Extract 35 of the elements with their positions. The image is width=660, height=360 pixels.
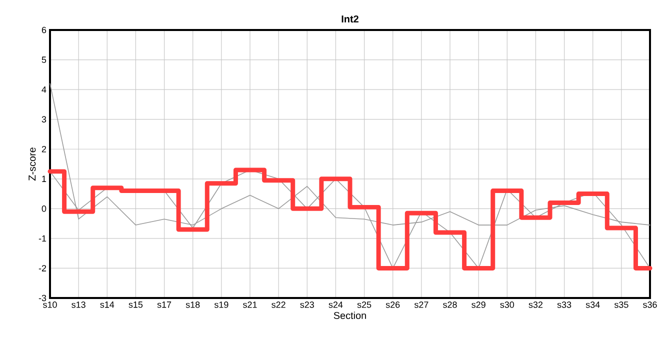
- x-tick-label: s30: [500, 302, 514, 308]
- x-tick-label: s35: [614, 302, 628, 308]
- x-tick-label: s18: [186, 302, 200, 308]
- y-tick-label: 3: [42, 116, 46, 123]
- x-tick-label: s36: [643, 302, 657, 308]
- x-tick-label: s14: [100, 302, 114, 308]
- x-tick-label: s24: [328, 302, 343, 308]
- y-tick-label: 6: [42, 26, 46, 34]
- x-tick-label: s29: [472, 302, 486, 308]
- chart-title: Int2: [342, 15, 358, 23]
- x-tick-label: s19: [214, 302, 228, 308]
- x-tick-label: s28: [443, 302, 457, 308]
- x-tick-label: s23: [300, 302, 314, 308]
- x-tick-label: s32: [528, 302, 542, 308]
- x-tick-label: s22: [272, 302, 286, 308]
- y-tick-label: 4: [42, 86, 46, 93]
- y-tick-label: -3: [38, 294, 46, 302]
- y-tick-label: 1: [42, 176, 46, 182]
- x-tick-label: s13: [72, 302, 86, 308]
- x-tick-label: s34: [586, 302, 600, 308]
- y-tick-label: 2: [42, 146, 46, 152]
- x-tick-label: s10: [43, 302, 57, 308]
- x-tick-label: s33: [557, 302, 572, 308]
- y-tick-label: 5: [42, 56, 46, 63]
- x-tick-label: s17: [157, 302, 172, 308]
- x-axis-title: Section: [334, 312, 366, 320]
- x-tick-label: s21: [243, 302, 257, 308]
- x-tick-label: s15: [128, 302, 143, 308]
- y-tick-label: 0: [42, 205, 46, 212]
- x-tick-label: s27: [414, 302, 428, 308]
- y-tick-label: -2: [38, 265, 46, 272]
- y-tick-label: -1: [38, 235, 46, 242]
- y-axis-title: Z-score: [28, 148, 36, 181]
- x-tick-label: s25: [357, 302, 372, 308]
- x-tick-label: s26: [386, 302, 400, 308]
